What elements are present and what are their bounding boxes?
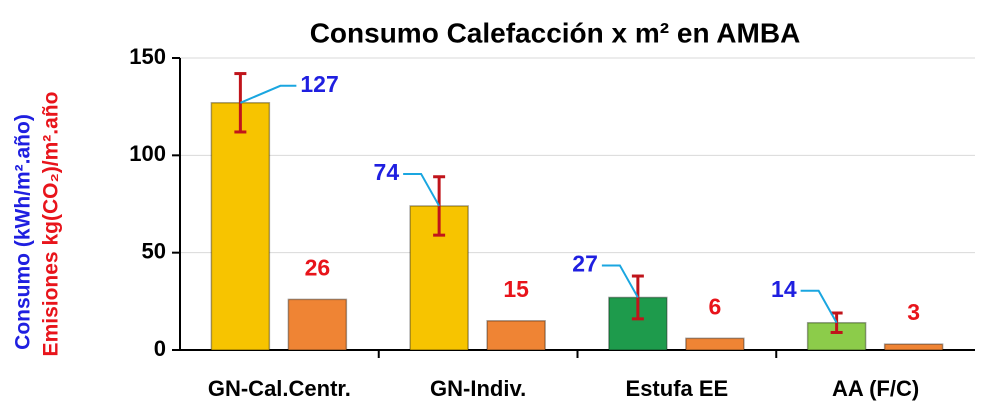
y-tick-label: 100 (129, 141, 166, 166)
x-tick-label: GN-Indiv. (430, 376, 526, 401)
chart-title: Consumo Calefacción x m² en AMBA (310, 17, 801, 48)
y-axis-label: Emisiones kg(CO₂)/m².año (40, 92, 63, 357)
bar (210, 102, 271, 351)
value-label: 3 (907, 299, 920, 325)
value-label: 27 (572, 251, 598, 277)
value-label: 15 (503, 276, 529, 302)
value-label: 6 (708, 293, 721, 319)
value-label: 26 (305, 254, 331, 280)
bar (883, 343, 944, 351)
leader-line (239, 84, 297, 104)
y-tick-label: 0 (154, 336, 166, 361)
bar (409, 205, 469, 351)
x-tick-label: AA (F/C) (832, 376, 919, 401)
bar (608, 296, 668, 351)
x-tick-label: GN-Cal.Centr. (208, 376, 351, 401)
leader-line (601, 264, 639, 298)
leader-line (800, 289, 838, 324)
y-tick-label: 150 (129, 44, 166, 69)
bar (287, 298, 348, 351)
y-axis-label: Consumo (kWh/m².año) (12, 114, 35, 350)
value-label: 74 (374, 159, 400, 185)
value-label: 127 (300, 71, 338, 97)
x-tick-label: Estufa EE (626, 376, 729, 401)
y-tick-label: 50 (142, 238, 166, 263)
bar (486, 320, 546, 351)
value-label: 14 (771, 276, 797, 302)
leader-line (403, 172, 440, 207)
bar (685, 337, 745, 351)
